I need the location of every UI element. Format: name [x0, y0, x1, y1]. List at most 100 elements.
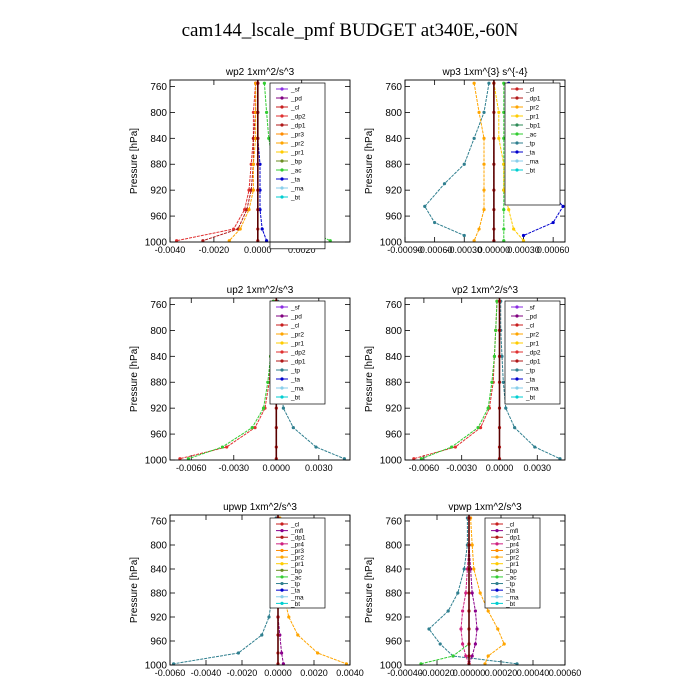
- legend-label: _ma: [290, 386, 304, 393]
- y-tick-label: 800: [385, 108, 402, 119]
- legend-label: _pr1: [290, 150, 304, 157]
- series-point-dp1: [473, 609, 477, 613]
- series-point-pr1: [497, 110, 501, 114]
- plot-frame: [404, 79, 566, 243]
- series-point-pr2: [477, 110, 481, 114]
- legend-label: _pr2: [290, 332, 304, 339]
- series-point-dp2: [247, 188, 251, 192]
- series-point-dp2: [453, 445, 457, 449]
- series-point-pr2: [238, 227, 242, 231]
- legend-marker: [280, 150, 284, 154]
- x-tick-label: 0.0020: [288, 245, 316, 255]
- legend-marker: [495, 588, 499, 592]
- x-tick-label: 0.0000: [263, 463, 291, 473]
- panel-4: vp2 1xm^2/s^3 Pressure [hPa] 760 800 840 880 9…: [364, 285, 566, 473]
- legend-box: [269, 517, 326, 609]
- series-line-tp: [500, 301, 561, 460]
- series-point-pr2: [486, 654, 490, 658]
- series-point-pr2: [254, 81, 258, 85]
- legend-marker: [515, 150, 519, 154]
- x-tick-label: -0.00040: [387, 668, 423, 678]
- legend-label: _cl: [525, 87, 535, 94]
- legend-label: _tp: [525, 141, 535, 148]
- series-point-tp: [438, 642, 442, 646]
- series-line-pr2: [279, 518, 347, 665]
- legend-label: _dp1: [290, 359, 306, 366]
- legend-label: _ma: [290, 594, 304, 601]
- series-point-dp1: [251, 136, 256, 140]
- y-tick-label: 840: [385, 565, 402, 576]
- series-line-dp2: [413, 301, 498, 460]
- legend-label: _pr1: [525, 114, 539, 121]
- y-tick-label: 880: [150, 589, 167, 600]
- panel-3: up2 1xm^2/s^3 Pressure [hPa] 760 800 840 880 9…: [129, 285, 351, 473]
- legend-label: _bp: [290, 159, 302, 166]
- series-point-dp2: [251, 110, 256, 114]
- legend-marker: [280, 195, 284, 199]
- panel-title: wp2 1xm^2/s^3: [225, 67, 295, 78]
- legend-label: _dp2: [290, 350, 306, 357]
- series-point-dp1: [280, 651, 284, 655]
- y-tick-label: 1000: [145, 661, 168, 672]
- series-point-dp1: [250, 426, 254, 430]
- legend-label: _bt: [290, 195, 300, 202]
- y-tick-label: 760: [150, 82, 167, 93]
- panel-title: wp3 1xm^{3} s^{-4}: [442, 67, 529, 78]
- legend-label: _ac: [505, 574, 517, 581]
- series-point-tp: [342, 457, 346, 461]
- legend-label: _pr3: [290, 132, 304, 139]
- series-line-dp1: [421, 301, 498, 460]
- series-point-pr2: [486, 609, 490, 613]
- legend-label: _cl: [505, 522, 515, 529]
- legend-label: _bt: [290, 395, 300, 402]
- legend-label: _dp1: [290, 123, 306, 130]
- series-point-tp: [462, 233, 466, 238]
- x-tick-label: 0.0000: [486, 463, 514, 473]
- series-point-ta: [521, 233, 526, 238]
- legend-box: [484, 517, 541, 609]
- y-tick-label: 960: [150, 430, 167, 441]
- x-tick-label: -0.00090: [387, 245, 423, 255]
- series-point-tp: [456, 591, 460, 595]
- series-point-tp: [533, 445, 537, 449]
- legend-label: _dp1: [290, 535, 306, 542]
- x-tick-label: 0.0020: [300, 668, 328, 678]
- series-point-tp: [462, 567, 466, 571]
- series-point-dp2: [412, 457, 416, 461]
- legend-label: _pr1: [525, 341, 539, 348]
- legend-marker: [495, 568, 499, 572]
- series-line-pr2: [470, 517, 505, 664]
- legend-marker: [280, 522, 284, 526]
- legend-label: _pr4: [290, 541, 304, 548]
- legend-marker: [515, 87, 519, 91]
- series-point-ta: [258, 208, 262, 212]
- series-point-dp1: [220, 445, 225, 449]
- legend-label: _ac: [290, 168, 302, 175]
- legend-marker: [515, 141, 519, 145]
- legend-label: _pr4: [505, 541, 519, 548]
- series-point-dp1: [490, 380, 494, 384]
- series-point-dp1: [486, 406, 490, 410]
- series-point-dp2: [249, 162, 253, 166]
- series-line-ta: [257, 83, 268, 241]
- series-point-dp1: [266, 380, 270, 384]
- y-tick-label: 920: [385, 613, 402, 624]
- legend-label: _pr2: [525, 332, 539, 339]
- y-tick-label: 960: [150, 637, 167, 648]
- series-point-ta: [258, 162, 262, 166]
- y-axis-label: Pressure [hPa]: [364, 128, 375, 194]
- series-point-dp2: [253, 426, 257, 430]
- x-tick-label: 0.00040: [517, 668, 550, 678]
- y-tick-label: 880: [385, 160, 402, 171]
- y-tick-label: 840: [150, 352, 167, 363]
- legend-label: _ma: [525, 386, 539, 393]
- legend-label: _pr2: [505, 555, 519, 562]
- legend-label: _pr2: [290, 141, 304, 148]
- panel-5: upwp 1xm^2/s^3 Pressure [hPa] 760 800 840 880…: [129, 502, 364, 678]
- y-tick-label: 920: [150, 613, 167, 624]
- series-point-tp: [267, 615, 271, 619]
- series-point-tp: [281, 406, 285, 410]
- series-point-ac: [502, 227, 506, 231]
- series-point-ac: [502, 239, 506, 243]
- series-point-tp: [433, 220, 437, 225]
